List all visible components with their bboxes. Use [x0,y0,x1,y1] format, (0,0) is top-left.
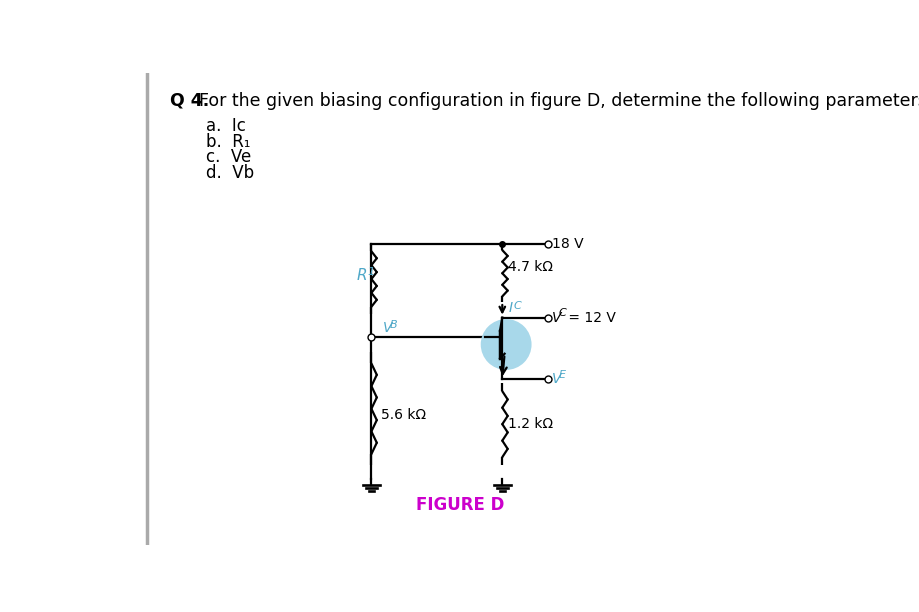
Text: R: R [357,267,368,283]
Text: C: C [514,300,521,311]
Text: = 12 V: = 12 V [563,310,615,324]
Text: 5.6 kΩ: 5.6 kΩ [380,408,425,422]
Text: 1: 1 [367,267,374,277]
Text: V: V [382,321,392,335]
Text: d.  Vb: d. Vb [206,163,254,182]
Text: C: C [558,308,566,318]
Circle shape [481,319,531,370]
Text: 1.2 kΩ: 1.2 kΩ [508,417,553,431]
Text: c.  Ve: c. Ve [206,148,251,166]
Text: b.  R₁: b. R₁ [206,133,250,151]
Text: For the given biasing configuration in figure D, determine the following paramet: For the given biasing configuration in f… [199,92,919,110]
Text: I: I [508,301,512,315]
Text: V: V [551,310,562,324]
Text: 4.7 kΩ: 4.7 kΩ [508,260,553,274]
Text: 18 V: 18 V [551,237,584,252]
Text: E: E [558,370,565,380]
Text: a.  Ic: a. Ic [206,116,245,135]
Text: Q 4.: Q 4. [169,92,209,110]
Text: V: V [551,372,562,386]
Text: B: B [390,320,397,330]
Text: FIGURE D: FIGURE D [415,496,504,513]
